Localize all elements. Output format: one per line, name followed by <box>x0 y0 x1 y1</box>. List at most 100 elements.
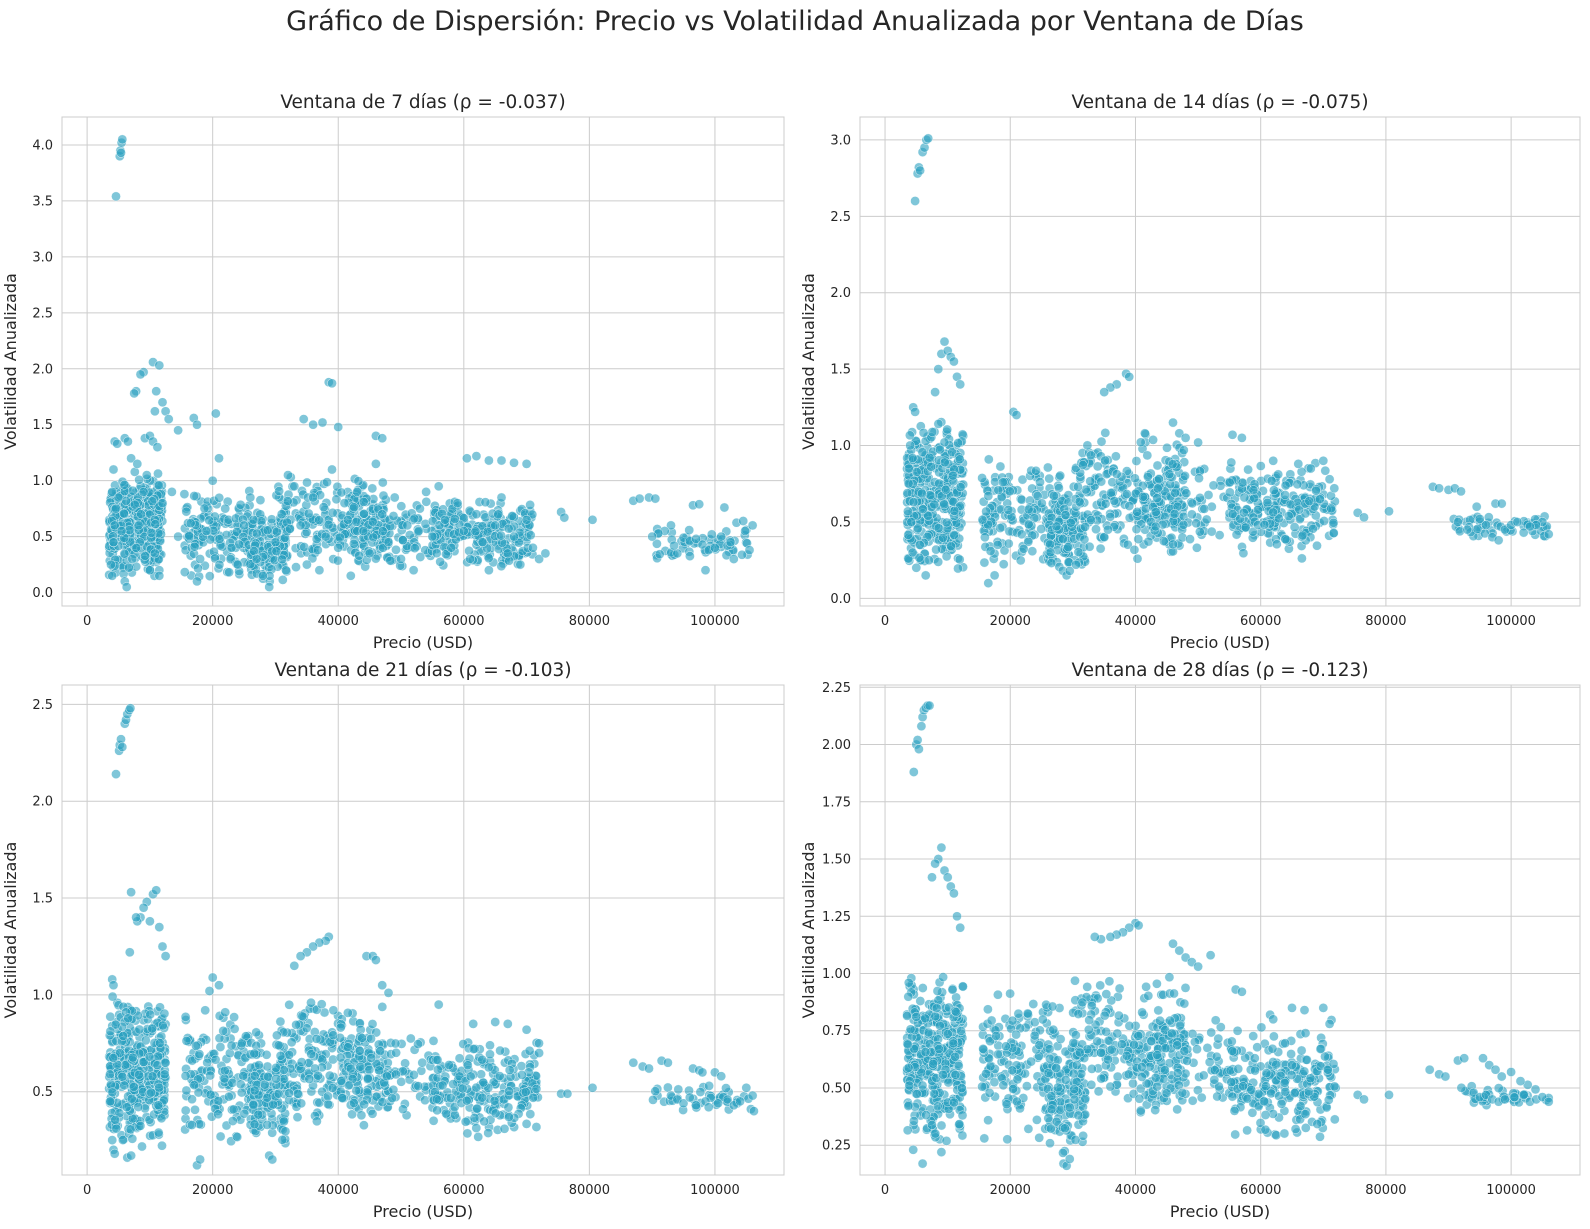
data-point <box>214 492 225 503</box>
data-point <box>504 1065 515 1075</box>
data-point <box>154 360 165 371</box>
data-point <box>483 1128 494 1138</box>
data-point <box>351 1085 362 1096</box>
y-tick-label: 2.0 <box>32 795 53 810</box>
data-point <box>509 457 519 468</box>
data-point <box>741 1082 752 1093</box>
y-tick-label: 1.0 <box>830 439 851 454</box>
data-point <box>694 499 705 510</box>
data-point <box>938 1069 948 1080</box>
data-point <box>1086 515 1096 525</box>
x-tick-label: 0 <box>83 614 91 629</box>
data-point <box>902 1011 912 1021</box>
data-point <box>1178 445 1189 455</box>
data-point <box>1122 539 1133 550</box>
data-point <box>948 1038 959 1049</box>
data-point <box>949 356 959 367</box>
data-point <box>587 514 598 525</box>
data-point <box>1043 1068 1054 1078</box>
x-tick-label: 80000 <box>569 1183 610 1198</box>
data-point <box>1026 1056 1036 1067</box>
data-point <box>1148 435 1158 445</box>
data-point <box>284 1088 294 1099</box>
data-point <box>345 570 356 581</box>
data-point <box>1018 543 1029 554</box>
data-point <box>296 1057 307 1067</box>
data-point <box>106 559 116 570</box>
data-point <box>1131 524 1142 535</box>
data-point <box>932 986 943 996</box>
data-point <box>1320 465 1331 476</box>
data-point <box>156 1113 167 1124</box>
data-point <box>271 1062 281 1073</box>
data-point <box>1028 999 1039 1009</box>
data-point <box>669 540 679 551</box>
data-point <box>452 498 463 508</box>
data-point <box>108 1053 119 1063</box>
data-point <box>917 447 928 458</box>
data-point <box>1016 494 1027 505</box>
data-point <box>652 538 662 549</box>
data-point <box>349 1098 359 1108</box>
data-point <box>335 1052 346 1063</box>
data-point <box>160 1058 171 1068</box>
data-point <box>261 1049 272 1060</box>
subplot-2: 0 20000 40000 60000 80000 1000000.00.51.01.52… <box>799 92 1581 652</box>
data-point <box>531 1084 542 1094</box>
data-point <box>194 1049 205 1059</box>
data-point <box>1051 521 1062 532</box>
data-point <box>979 557 990 568</box>
data-point <box>205 1089 216 1100</box>
data-point <box>184 531 195 541</box>
data-point <box>903 1062 914 1073</box>
data-point <box>1065 517 1076 528</box>
data-point <box>343 514 353 525</box>
data-point <box>292 1112 303 1123</box>
data-point <box>153 1051 163 1062</box>
data-point <box>271 1073 282 1084</box>
data-point <box>1268 455 1279 466</box>
data-point <box>296 1098 307 1109</box>
data-point <box>127 554 138 564</box>
data-point <box>154 570 165 581</box>
y-tick-label: 3.0 <box>32 250 53 265</box>
x-tick-label: 60000 <box>1240 614 1281 629</box>
data-point <box>1150 507 1161 517</box>
data-point <box>983 1004 993 1015</box>
data-point <box>985 546 996 556</box>
data-point <box>587 1082 598 1093</box>
data-point <box>1092 461 1103 472</box>
data-point <box>283 470 293 480</box>
data-point <box>312 545 323 555</box>
data-point <box>374 1065 385 1076</box>
data-point <box>1294 504 1304 515</box>
data-point <box>923 510 934 521</box>
data-point <box>903 478 914 489</box>
data-point <box>396 554 406 564</box>
data-point <box>1073 1110 1084 1121</box>
data-point <box>496 561 507 572</box>
data-point <box>1002 1134 1013 1145</box>
data-point <box>490 1017 501 1027</box>
data-point <box>1266 475 1277 486</box>
data-point <box>366 1033 376 1044</box>
data-point <box>125 1124 136 1135</box>
x-tick-label: 80000 <box>569 614 610 629</box>
data-point <box>462 1128 473 1139</box>
data-point <box>1133 534 1144 544</box>
data-point <box>189 541 200 552</box>
data-point <box>266 514 277 525</box>
data-point <box>367 1019 378 1029</box>
data-point <box>483 1062 494 1073</box>
data-point <box>398 1104 408 1115</box>
data-point <box>977 1081 987 1092</box>
data-point <box>713 1098 723 1109</box>
data-point <box>1058 534 1068 544</box>
data-point <box>1525 521 1535 532</box>
data-point <box>218 1026 229 1036</box>
data-point <box>935 1020 945 1031</box>
data-point <box>359 1120 369 1131</box>
data-point <box>1308 523 1318 534</box>
data-point <box>1099 387 1110 397</box>
data-point <box>110 1115 121 1125</box>
